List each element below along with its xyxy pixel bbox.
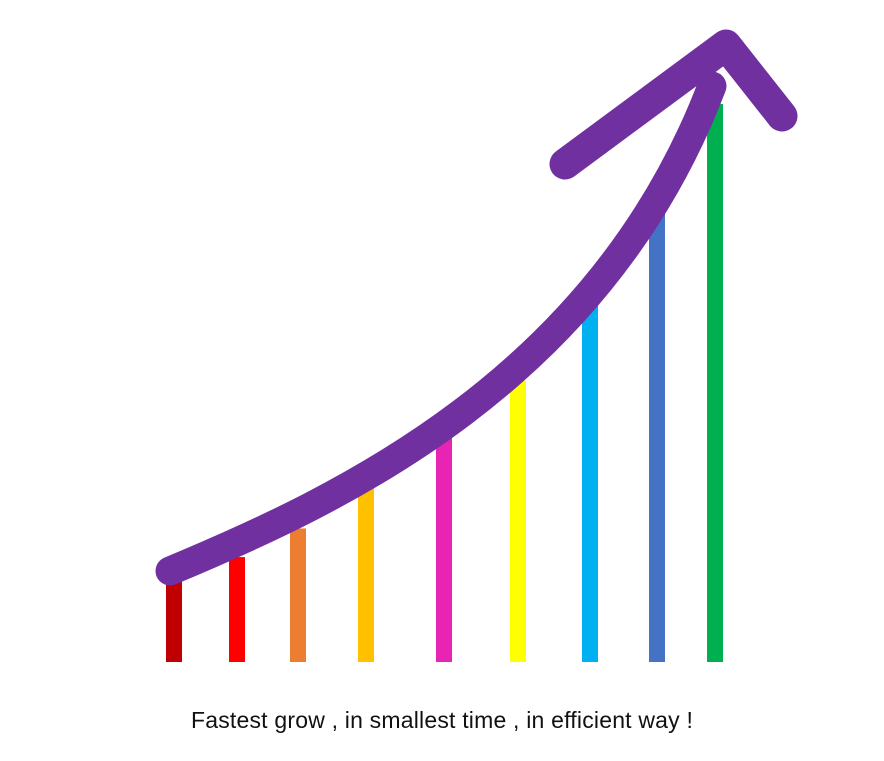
- bar-9: [707, 104, 723, 662]
- bars-group: [166, 104, 723, 662]
- bar-8: [649, 213, 665, 662]
- bar-2: [229, 557, 245, 662]
- bar-4: [358, 485, 374, 662]
- trend-arrow-shaft: [155, 71, 727, 586]
- trend-arrow-head: [549, 29, 798, 180]
- bar-1: [166, 580, 182, 662]
- bar-5: [436, 428, 452, 662]
- bar-6: [510, 380, 526, 662]
- bar-7: [582, 304, 598, 662]
- trend-arrow: [155, 29, 798, 586]
- bar-3: [290, 528, 306, 662]
- caption-text: Fastest grow , in smallest time , in eff…: [190, 707, 694, 733]
